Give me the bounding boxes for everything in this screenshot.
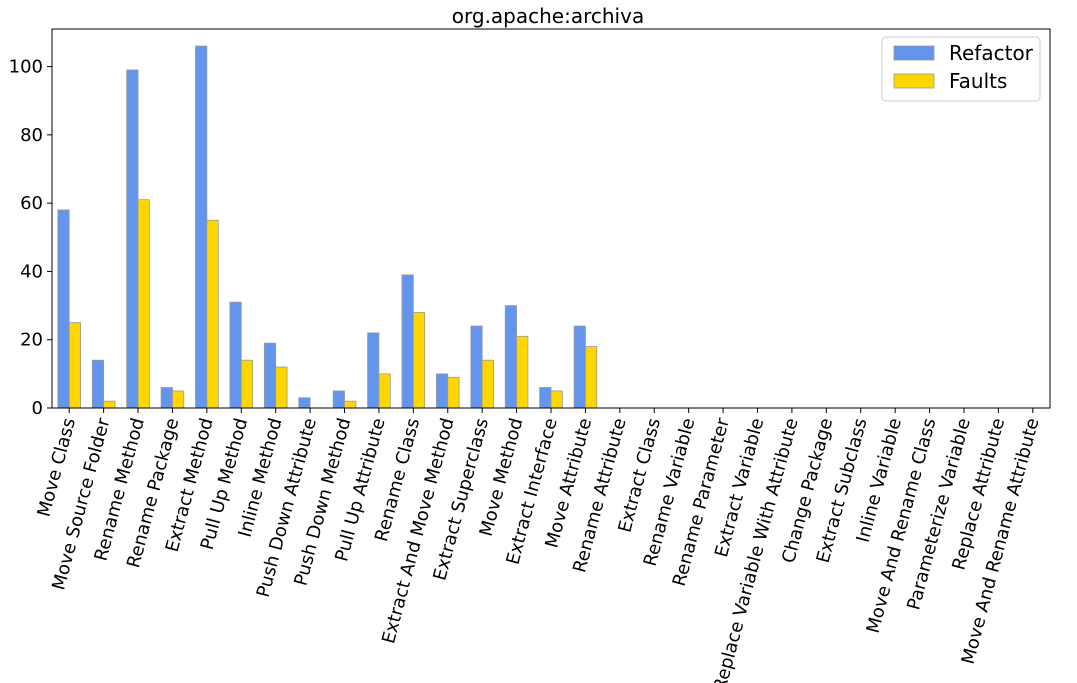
bar-faults-5: [240, 359, 254, 409]
bar-refactor-3: [160, 387, 173, 409]
bar-refactor-11: [435, 373, 449, 409]
legend-swatch-refactor: [893, 45, 935, 61]
bar-refactor-7: [298, 397, 311, 409]
bar-refactor-12: [470, 325, 483, 409]
y-tick-label: 20: [20, 330, 43, 351]
bar-refactor-6: [263, 342, 277, 409]
bar-faults-3: [172, 390, 185, 409]
legend: Refactor Faults: [881, 36, 1041, 102]
bar-faults-8: [344, 400, 357, 409]
bar-faults-11: [447, 376, 460, 409]
bar-faults-4: [206, 219, 219, 409]
bar-faults-6: [275, 366, 288, 409]
legend-label-faults: Faults: [949, 69, 1007, 93]
bar-faults-2: [137, 199, 150, 409]
chart-title: org.apache:archiva: [452, 4, 644, 28]
bar-faults-1: [103, 400, 116, 409]
bar-faults-0: [68, 322, 81, 409]
bars-layer: [57, 45, 598, 409]
bar-faults-14: [550, 390, 563, 409]
y-tick-label: 60: [20, 193, 43, 214]
bar-refactor-8: [332, 390, 345, 409]
bar-refactor-2: [126, 69, 139, 409]
bar-refactor-1: [91, 359, 105, 409]
bar-refactor-9: [367, 332, 380, 409]
bar-refactor-4: [195, 45, 208, 409]
bar-refactor-0: [57, 209, 70, 409]
y-tick-label: 100: [9, 57, 43, 78]
bar-faults-10: [412, 311, 426, 409]
y-tick-label: 80: [20, 125, 43, 146]
bar-refactor-15: [573, 325, 586, 409]
bar-faults-13: [516, 335, 529, 409]
bar-faults-12: [481, 359, 494, 409]
y-tick-label: 40: [20, 261, 43, 282]
bar-refactor-13: [504, 305, 517, 409]
bar-faults-9: [378, 373, 391, 409]
bar-refactor-5: [229, 301, 242, 409]
y-tick-label: 0: [32, 398, 43, 419]
legend-swatch-faults: [893, 73, 935, 89]
bar-refactor-10: [401, 274, 414, 409]
bar-refactor-14: [539, 387, 552, 409]
legend-label-refactor: Refactor: [949, 41, 1034, 65]
bar-faults-15: [585, 346, 598, 409]
